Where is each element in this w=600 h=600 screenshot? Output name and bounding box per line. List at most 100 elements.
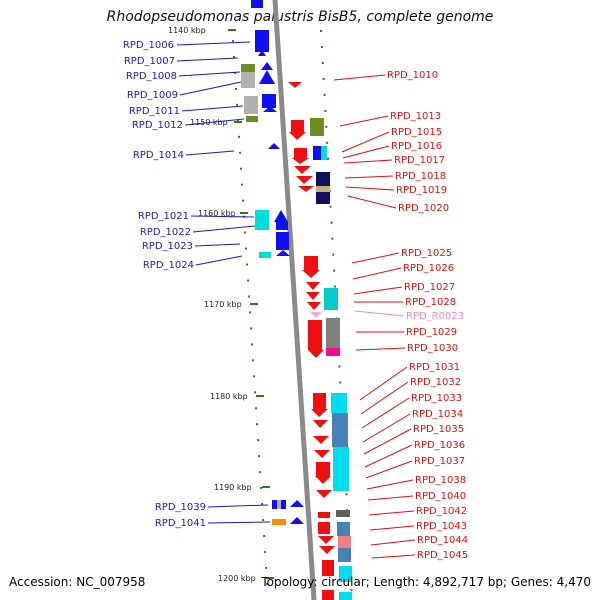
gene-label[interactable]: RPD_1010 — [387, 70, 438, 81]
gene-label[interactable]: RPD_1022 — [140, 227, 191, 238]
gene-label[interactable]: RPD_1017 — [394, 155, 445, 166]
gene-label[interactable]: RPD_1018 — [395, 171, 446, 182]
gene-label[interactable]: RPD_1008 — [126, 71, 177, 82]
gene-arrow — [307, 302, 321, 310]
gene-box — [333, 447, 349, 491]
gene-label[interactable]: RPD_1026 — [403, 263, 454, 274]
genome-summary-text: Topology: circular; Length: 4,892,717 bp… — [261, 575, 591, 589]
gene-arrow — [292, 158, 309, 164]
gene-arrow — [290, 517, 304, 524]
gene-box — [339, 566, 352, 582]
guide-tracks — [232, 29, 353, 599]
gene-label[interactable]: RPD_1015 — [391, 127, 442, 138]
gene-arrow — [310, 312, 322, 318]
gene-label[interactable]: RPD_1037 — [414, 456, 465, 467]
gene-label[interactable]: RPD_1041 — [155, 518, 206, 529]
gene-label[interactable]: RPD_1035 — [413, 424, 464, 435]
gene-label[interactable]: RPD_1011 — [129, 106, 180, 117]
gene-label[interactable]: RPD_1028 — [405, 297, 456, 308]
gene-box — [332, 413, 348, 447]
gene-label[interactable]: RPD_1009 — [127, 90, 178, 101]
gene-label[interactable]: RPD_1033 — [411, 393, 462, 404]
gene-arrow — [316, 490, 332, 498]
gene-label[interactable]: RPD_1027 — [404, 282, 455, 293]
gene-arrow — [313, 436, 329, 444]
gene-label[interactable]: RPD_1040 — [415, 491, 466, 502]
gene-box — [313, 146, 323, 160]
gene-box — [337, 522, 350, 536]
gene-label[interactable]: RPD_1042 — [416, 506, 467, 517]
gene-label[interactable]: RPD_1014 — [133, 150, 184, 161]
gene-label[interactable]: RPD_1039 — [155, 502, 206, 513]
gene-box — [272, 519, 286, 525]
gene-box — [316, 186, 330, 192]
gene-arrow — [261, 62, 273, 70]
gene-label[interactable]: RPD_1023 — [142, 241, 193, 252]
gene-arrow — [302, 270, 320, 278]
gene-arrow — [311, 409, 328, 417]
gene-label[interactable]: RPD_1013 — [390, 111, 441, 122]
gene-box — [316, 192, 330, 204]
gene-box — [318, 522, 330, 534]
gene-label[interactable]: RPD_1007 — [124, 56, 175, 67]
gene-label[interactable]: RPD_1006 — [123, 40, 174, 51]
gene-box — [326, 348, 340, 356]
gene-label[interactable]: RPD_1016 — [391, 141, 442, 152]
gene-box — [316, 172, 330, 186]
gene-arrow — [259, 70, 275, 84]
gene-label[interactable]: RPD_1043 — [416, 521, 467, 532]
gene-box — [259, 252, 271, 258]
gene-box — [324, 288, 338, 310]
gene-box — [277, 500, 281, 509]
gene-box — [244, 96, 258, 114]
gene-label[interactable]: RPD_1036 — [414, 440, 465, 451]
scale-ticks — [228, 29, 274, 579]
gene-arrow — [308, 350, 324, 358]
gene-box — [291, 120, 304, 132]
gene-arrow — [306, 282, 320, 290]
gene-box — [255, 210, 269, 230]
gene-box — [322, 560, 334, 576]
gene-label[interactable]: RPD_1024 — [143, 260, 194, 271]
gene-label[interactable]: RPD_1045 — [417, 550, 468, 561]
gene-box — [322, 590, 334, 600]
left-leader-lines — [176, 41, 271, 524]
gene-arrow — [274, 210, 288, 222]
gene-box — [276, 222, 288, 230]
gene-label[interactable]: RPD_1032 — [410, 377, 461, 388]
gene-label[interactable]: RPD_1012 — [132, 120, 183, 131]
gene-arrow — [319, 546, 335, 554]
gene-box — [321, 146, 327, 160]
gene-label[interactable]: RPD_1031 — [409, 362, 460, 373]
gene-arrow — [288, 82, 302, 88]
gene-box — [255, 30, 269, 52]
scale-label: 1200 kbp — [218, 574, 256, 583]
right-leader-lines — [333, 74, 416, 559]
genome-title: Rhodopseudomonas palustris BisB5, comple… — [106, 9, 494, 25]
gene-box — [339, 592, 352, 600]
genome-backbone — [272, 0, 317, 600]
gene-box — [308, 320, 322, 350]
gene-label[interactable]: RPD_1034 — [412, 409, 463, 420]
gene-label[interactable]: RPD_1044 — [417, 535, 468, 546]
gene-label[interactable]: RPD_1029 — [406, 327, 457, 338]
gene-box — [318, 512, 330, 518]
gene-label[interactable]: RPD_1038 — [415, 475, 466, 486]
gene-box — [241, 64, 255, 72]
gene-label[interactable]: RPD_1021 — [138, 211, 189, 222]
gene-label[interactable]: RPD_1025 — [401, 248, 452, 259]
scale-label-start: 1140 kbp — [168, 26, 206, 35]
gene-label[interactable]: RPD_R0023 — [406, 311, 464, 322]
gene-box — [241, 72, 255, 88]
gene-arrow — [298, 186, 314, 192]
gene-box — [294, 148, 307, 158]
scale-label: 1170 kbp — [204, 300, 242, 309]
scale-label: 1180 kbp — [210, 392, 248, 401]
gene-arrow — [258, 50, 266, 56]
gene-label[interactable]: RPD_1020 — [398, 203, 449, 214]
gene-label[interactable]: RPD_1030 — [407, 343, 458, 354]
scale-label: 1190 kbp — [214, 483, 252, 492]
scale-label: 1160 kbp — [198, 209, 236, 218]
gene-label[interactable]: RPD_1019 — [396, 185, 447, 196]
